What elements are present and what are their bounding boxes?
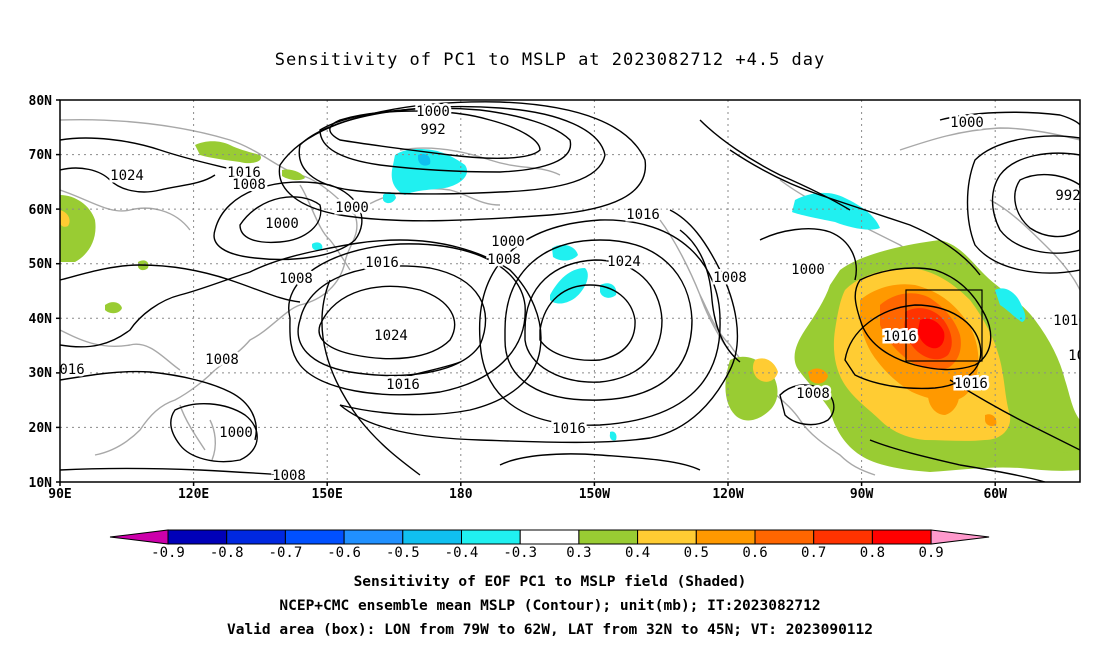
contour-labels: 1000 992 1000 1024 1016 1008 1000 1016 1… [59,102,1100,484]
axis-ticks [56,99,996,486]
colorbar-label: 0.9 [918,545,943,561]
contour-label: 1016 [1068,348,1100,364]
contour-label: 1000 [791,262,825,278]
lat-label: 40N [29,312,53,327]
lon-label: 120E [178,487,209,502]
colorbar-swatch [578,529,639,545]
contour-label: 1008 [796,386,830,402]
contour-label: 1008 [272,468,306,484]
lat-label: 30N [29,366,53,381]
lon-label: 90E [48,487,71,502]
colorbar-swatch [226,529,286,545]
lon-label: 180 [449,487,473,502]
contour-label: 016 [59,362,84,378]
contour-label: 1016 [386,377,420,393]
colorbar-label: 0.7 [801,545,826,561]
contour-label: 1016 [1053,313,1087,329]
contour-label: 1024 [110,168,144,184]
lat-label: 80N [29,94,53,109]
colorbar-swatch [167,529,228,545]
colorbar [109,529,990,545]
colorbar-swatch [637,529,697,545]
valid-area-box [905,289,983,362]
lon-label: 120W [712,487,743,502]
contour-label: 1008 [232,177,266,193]
caption-line-1: Sensitivity of EOF PC1 to MSLP field (Sh… [353,574,747,590]
contour-label: 1016 [954,376,988,392]
lon-label: 60W [983,487,1007,502]
colorbar-arrow-low [109,529,169,545]
contour-label: 1024 [374,328,408,344]
contour-label: 1016 [883,329,917,345]
contour-label: 1000 [950,115,984,131]
colorbar-label: -0.6 [327,545,361,561]
contour-label: 1000 [491,234,525,250]
lat-label: 50N [29,257,53,272]
lat-label: 20N [29,421,53,436]
colorbar-arrow-high [930,529,990,545]
lat-labels: 80N 70N 60N 50N 40N 30N 20N 10N [29,94,53,491]
colorbar-label: -0.7 [269,545,303,561]
chart-title: Sensitivity of PC1 to MSLP at 2023082712… [274,50,826,70]
lon-labels: 90E 120E 150E 180 150W 120W 90W 60W [48,487,1007,502]
colorbar-label: 0.4 [625,545,650,561]
colorbar-label: -0.5 [386,545,420,561]
contour-label: 1000 [335,200,369,216]
colorbar-swatch [813,529,873,545]
plot-frame [59,99,1081,483]
colorbar-label: 0.3 [566,545,591,561]
lat-label: 70N [29,148,53,163]
lat-label: 60N [29,203,53,218]
contour-label: 1016 [365,255,399,271]
lon-label: 90W [850,487,874,502]
colorbar-swatch [695,529,756,545]
lat-label: 10N [29,476,53,491]
colorbar-swatch [402,529,462,545]
colorbar-label: 0.6 [742,545,767,561]
contour-label: 1008 [487,252,521,268]
colorbar-label: 0.5 [684,545,709,561]
contour-label: 1024 [607,254,641,270]
colorbar-labels: -0.9 -0.8 -0.7 -0.6 -0.5 -0.4 -0.3 0.3 0.4 0.5 0.6… [151,545,944,561]
contour-label: 1016 [626,207,660,223]
caption-line-2: NCEP+CMC ensemble mean MSLP (Contour); u… [279,598,821,614]
colorbar-label: -0.4 [445,545,479,561]
contour-label: 1008 [205,352,239,368]
mslp-contours [60,101,1080,482]
colorbar-label: -0.8 [210,545,244,561]
contour-label: 992 [420,122,445,138]
colorbar-swatch [461,529,521,545]
colorbar-swatch [284,529,345,545]
lon-label: 150E [312,487,343,502]
contour-label: 1008 [713,270,747,286]
colorbar-label: 0.8 [860,545,885,561]
colorbar-swatch [754,529,815,545]
contour-label: 1016 [552,421,586,437]
contour-label: 1016 [227,165,261,181]
contour-label: 1000 [265,216,299,232]
lon-label: 150W [579,487,610,502]
colorbar-swatch [871,529,932,545]
caption-line-3: Valid area (box): LON from 79W to 62W, L… [226,622,873,638]
colorbar-swatch [519,529,580,545]
colorbar-label: -0.9 [151,545,185,561]
contour-label: 992 [1055,188,1080,204]
colorbar-swatch [343,529,404,545]
colorbar-label: -0.3 [503,545,537,561]
contour-label: 1000 [416,104,450,120]
contour-label: 1000 [219,425,253,441]
grid [60,100,1080,482]
contour-label: 1008 [279,271,313,287]
